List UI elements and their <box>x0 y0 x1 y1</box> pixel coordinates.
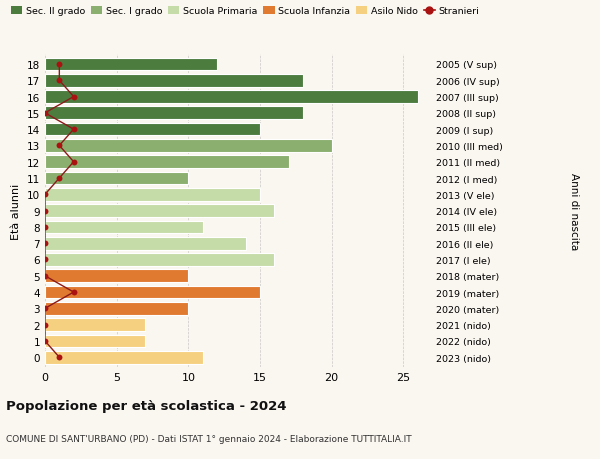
Point <box>40 207 50 215</box>
Point <box>40 337 50 345</box>
Bar <box>45 302 188 315</box>
Point <box>40 305 50 312</box>
Point <box>69 94 79 101</box>
Bar <box>45 270 188 282</box>
Bar <box>45 253 274 266</box>
Y-axis label: Anni di nascita: Anni di nascita <box>569 173 580 250</box>
Bar <box>45 221 203 234</box>
Bar <box>45 156 289 169</box>
Bar <box>45 286 260 299</box>
Point <box>40 240 50 247</box>
Legend: Sec. II grado, Sec. I grado, Scuola Primaria, Scuola Infanzia, Asilo Nido, Stran: Sec. II grado, Sec. I grado, Scuola Prim… <box>11 7 479 17</box>
Point <box>55 142 64 150</box>
Bar <box>45 75 303 87</box>
Bar <box>45 319 145 331</box>
Point <box>69 289 79 296</box>
Text: Popolazione per età scolastica - 2024: Popolazione per età scolastica - 2024 <box>6 399 287 412</box>
Point <box>40 110 50 117</box>
Point <box>55 354 64 361</box>
Bar <box>45 123 260 136</box>
Bar <box>45 205 274 218</box>
Y-axis label: Età alunni: Età alunni <box>11 183 22 239</box>
Bar <box>45 140 332 152</box>
Point <box>40 256 50 263</box>
Text: COMUNE DI SANT'URBANO (PD) - Dati ISTAT 1° gennaio 2024 - Elaborazione TUTTITALI: COMUNE DI SANT'URBANO (PD) - Dati ISTAT … <box>6 434 412 443</box>
Point <box>69 159 79 166</box>
Point <box>69 126 79 134</box>
Bar <box>45 189 260 201</box>
Point <box>40 224 50 231</box>
Point <box>40 191 50 199</box>
Point <box>55 175 64 182</box>
Point <box>55 61 64 68</box>
Bar <box>45 91 418 104</box>
Bar <box>45 107 303 120</box>
Point <box>40 273 50 280</box>
Bar <box>45 335 145 347</box>
Bar <box>45 172 188 185</box>
Bar <box>45 351 203 364</box>
Point <box>40 321 50 329</box>
Bar <box>45 58 217 71</box>
Point <box>55 78 64 85</box>
Bar <box>45 237 245 250</box>
